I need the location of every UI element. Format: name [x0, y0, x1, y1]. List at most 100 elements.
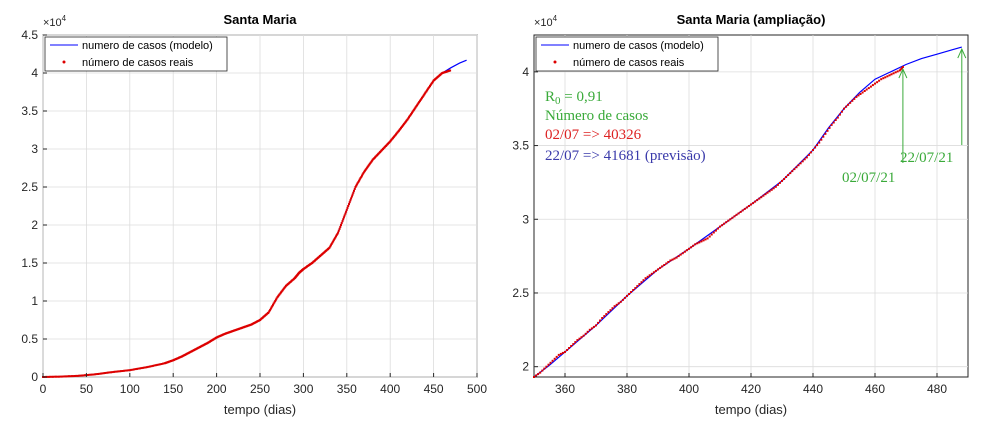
series-point-real — [781, 179, 783, 182]
x-tick-label: 460 — [865, 382, 885, 396]
series-point-real — [884, 76, 887, 79]
series-point-real — [345, 210, 348, 213]
series-point-real — [549, 361, 552, 364]
y-tick-label: 4 — [31, 66, 38, 80]
series-point-real — [876, 81, 879, 84]
series-point-real — [886, 75, 889, 78]
series-point-real — [407, 117, 410, 120]
series-point-real — [78, 374, 81, 377]
series-point-real — [663, 264, 666, 266]
series-point-real — [105, 371, 108, 374]
series-point-real — [673, 257, 676, 260]
series-point-real — [406, 118, 409, 121]
series-point-real — [272, 303, 274, 306]
series-point-real — [99, 372, 102, 375]
series-point-real — [725, 221, 728, 224]
ticks-right: 360 380 400 420 440 460 480 2 2.5 3 3.5 4 — [512, 65, 947, 396]
series-point-real — [652, 271, 655, 274]
chart-right: 360 380 400 420 440 460 480 2 2.5 3 3.5 4 Santa Mar… — [512, 12, 969, 417]
series-point-real — [339, 225, 342, 228]
series-point-real — [899, 68, 902, 71]
series-point-real — [140, 367, 143, 370]
series-point-real — [143, 366, 146, 369]
series-point-real — [814, 146, 817, 149]
series-point-real — [429, 85, 431, 87]
annotation-r0-subscript: 0 — [555, 95, 561, 107]
series-point-real — [141, 366, 144, 369]
series-point-real — [88, 373, 91, 376]
series-point-real — [882, 77, 885, 80]
series-point-real — [65, 375, 68, 378]
series-point-real — [586, 330, 589, 333]
series-point-real — [824, 132, 827, 135]
y-exponent-power-right: 4 — [553, 14, 558, 23]
series-point-real — [449, 69, 452, 72]
x-tick-label: 0 — [40, 382, 47, 396]
series-point-real — [812, 149, 814, 151]
series-point-real — [357, 180, 360, 183]
ticks-left: 0 50 100 150 200 250 300 350 400 450 500 0 0.5 1 1.5 2 2… — [21, 28, 487, 396]
series-point-real — [820, 138, 823, 141]
series-point-real — [630, 291, 633, 293]
series-point-real — [626, 294, 628, 297]
series-point-real — [752, 202, 755, 205]
series-point-real — [555, 355, 558, 358]
series-point-real — [564, 350, 566, 353]
series-point-real — [535, 374, 538, 377]
series-point-real — [830, 123, 833, 126]
series-point-real — [843, 107, 845, 110]
series-point-real — [801, 160, 804, 163]
series-point-real — [533, 376, 535, 378]
series-point-real — [758, 197, 761, 200]
series-point-real — [595, 324, 597, 327]
series-point-real — [335, 235, 337, 238]
x-tick-label: 360 — [555, 382, 575, 396]
series-point-real — [137, 367, 140, 370]
y-tick-label: 4.5 — [21, 28, 38, 42]
series-point-real — [57, 375, 60, 378]
series-point-real — [737, 212, 740, 215]
x-tick-label: 420 — [741, 382, 761, 396]
series-point-real — [745, 206, 748, 209]
series-point-real — [694, 243, 697, 246]
annotations-right: R0 = 0,91 Número de casos 02/07 => 40326… — [545, 47, 967, 186]
legend-right: numero de casos (modelo) número de casos… — [535, 36, 719, 72]
series-point-real — [329, 244, 332, 247]
series-point-real — [329, 245, 332, 248]
series-point-real — [275, 297, 278, 300]
series-point-real — [776, 183, 779, 186]
series-point-real — [640, 281, 643, 284]
series-point-real — [900, 67, 903, 70]
series-point-real — [632, 289, 635, 291]
series-point-real — [84, 374, 86, 377]
series-point-real — [419, 99, 422, 101]
y-tick-label: 0 — [31, 370, 38, 384]
series-point-real — [702, 239, 705, 242]
series-point-real — [340, 222, 343, 225]
series-point-real — [343, 214, 346, 217]
series-point-real — [874, 82, 876, 85]
series-point-real — [115, 370, 118, 373]
series-point-real — [762, 194, 765, 197]
series-point-real — [150, 365, 153, 368]
chart-left: 0 50 100 150 200 250 300 350 400 450 500 0 0.5 1 1.5 2 2… — [21, 12, 487, 417]
series-point-real — [605, 313, 608, 316]
series-point-real — [156, 363, 159, 366]
series-point-real — [857, 94, 860, 97]
series-point-real — [603, 315, 606, 318]
series-point-real — [760, 196, 763, 199]
series-point-real — [675, 256, 678, 259]
series-point-real — [414, 106, 417, 109]
series-point-real — [416, 103, 419, 106]
series-point-real — [342, 218, 345, 221]
series-point-real — [609, 309, 612, 312]
series-point-real — [716, 227, 719, 230]
series-point-real — [330, 243, 333, 245]
series-point-real — [125, 369, 128, 372]
series-point-real — [729, 218, 732, 221]
series-point-real — [888, 74, 891, 77]
series-point-real — [688, 247, 690, 250]
series-point-real — [619, 300, 622, 303]
series-point-real — [86, 374, 89, 376]
series-point-real — [805, 156, 808, 159]
